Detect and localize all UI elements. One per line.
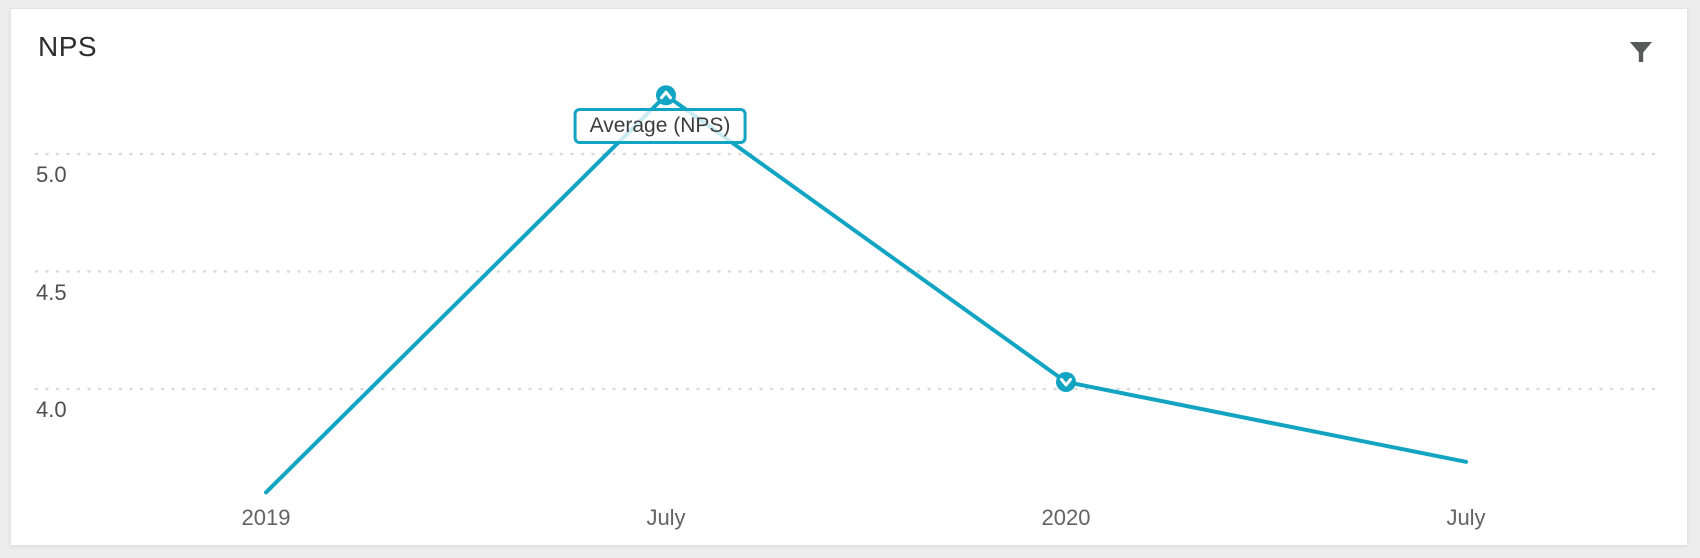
chevron-up-icon — [660, 90, 672, 100]
series-tooltip: Average (NPS) — [573, 108, 747, 145]
x-axis-tick-label: July — [1446, 505, 1486, 530]
filter-icon[interactable] — [1628, 42, 1654, 66]
series-line-average-nps — [264, 93, 1468, 495]
chevron-down-icon — [1060, 377, 1072, 387]
chart-canvas — [34, 85, 1658, 495]
nps-line-chart: 5.0 4.5 4.0 2019 July 2020 July Average (NPS) — [11, 9, 1687, 545]
nps-widget-card: NPS 5.0 4.5 4.0 2019 July 2020 July Average (N… — [10, 8, 1688, 546]
x-axis-tick-label: July — [646, 505, 686, 530]
series-tooltip-label: Average (NPS) — [589, 114, 731, 138]
widget-title: NPS — [38, 31, 98, 62]
data-point-marker-up[interactable] — [656, 85, 676, 106]
x-axis-tick-label: 2019 — [241, 505, 291, 530]
y-axis-tick-label: 4.0 — [36, 397, 67, 422]
y-axis-tick-label: 5.0 — [36, 162, 67, 187]
data-point-marker-down[interactable] — [1056, 371, 1076, 392]
funnel-icon-glyph — [1630, 42, 1652, 62]
y-axis-tick-label: 4.5 — [36, 279, 67, 305]
x-axis-tick-label: 2020 — [1041, 505, 1091, 530]
